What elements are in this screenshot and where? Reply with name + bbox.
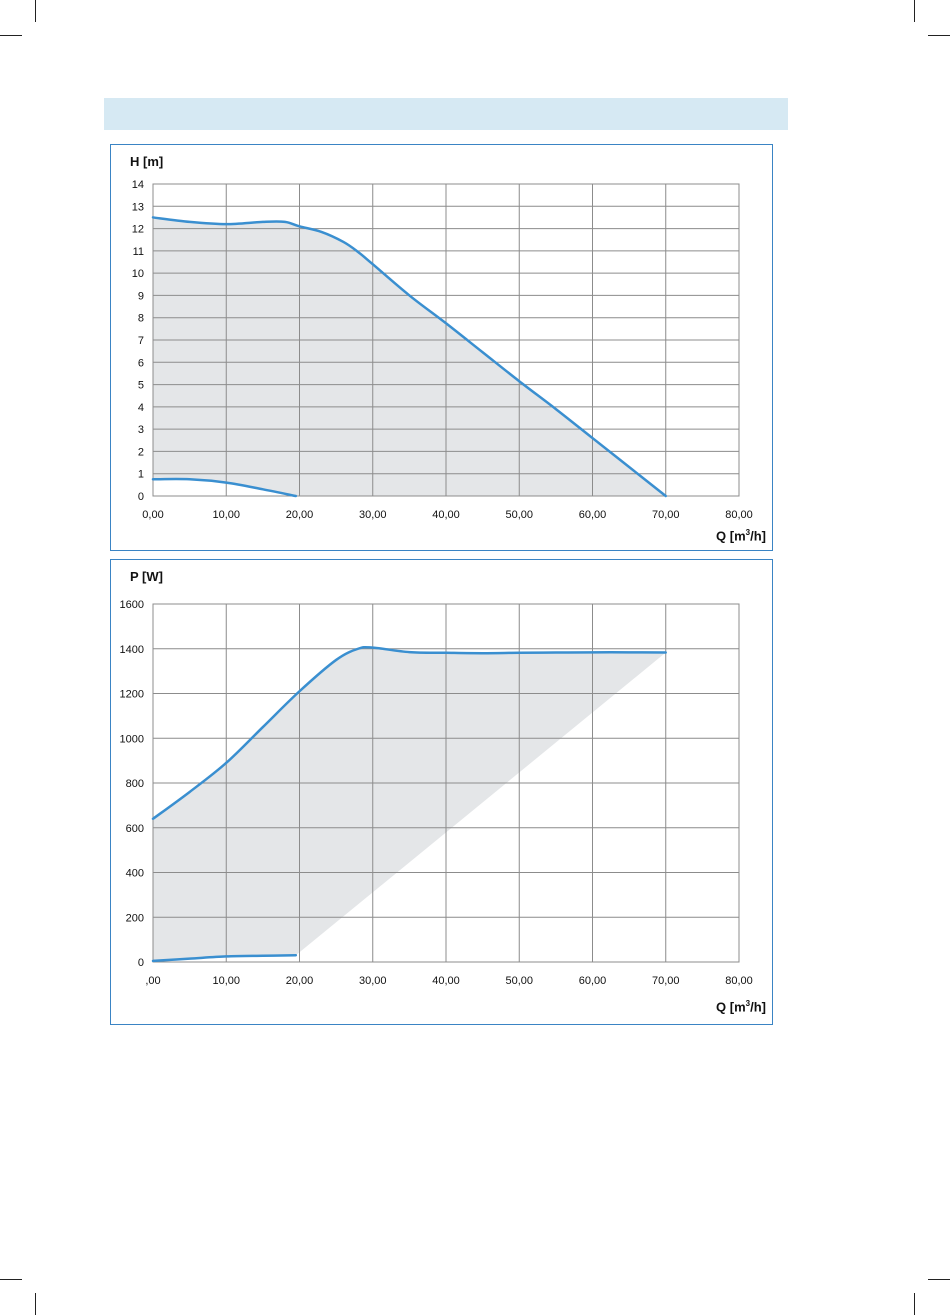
head-y-tick-label: 12	[132, 224, 144, 236]
head-max-curve	[151, 216, 667, 498]
crop-mark	[35, 0, 36, 22]
power-y-axis-label: P [W]	[130, 569, 163, 584]
head-y-tick-label: 1	[138, 469, 144, 481]
power-x-tick-label: 60,00	[579, 975, 607, 987]
power-y-tick-label: 1200	[120, 689, 144, 701]
crop-mark	[0, 35, 22, 36]
power-y-tick-label: 600	[126, 823, 144, 835]
header-band	[104, 98, 788, 130]
power-x-tick-label: 80,00	[725, 975, 753, 987]
power-y-tick-label: 1400	[120, 644, 144, 656]
head-x-tick-label: 60,00	[579, 509, 607, 521]
head-plot-border	[152, 183, 740, 497]
power-x-tick-label: 50,00	[505, 975, 533, 987]
head-y-tick-label: 7	[138, 335, 144, 347]
crop-mark	[914, 1293, 915, 1315]
power-x-tick-label: 10,00	[212, 975, 240, 987]
head-y-tick-label: 0	[138, 491, 144, 503]
power-min-curve	[151, 954, 298, 963]
head-x-tick-label: 40,00	[432, 509, 460, 521]
power-chart-svg: 0 200 400 600 800 1000 1200 1400 1600 ,00 10,00 20,…	[120, 599, 753, 987]
head-y-tick-label: 5	[138, 380, 144, 392]
head-y-tick-label: 13	[132, 201, 144, 213]
head-y-tick-label: 11	[133, 246, 144, 258]
power-x-tick-label: 70,00	[652, 975, 680, 987]
power-x-tick-label: 40,00	[432, 975, 460, 987]
head-y-tick-label: 8	[138, 313, 144, 325]
head-x-tick-label: 80,00	[725, 509, 753, 521]
power-y-tick-label: 800	[126, 778, 144, 790]
head-operating-area	[153, 217, 666, 496]
head-x-tick-label: 70,00	[652, 509, 680, 521]
crop-mark	[928, 1279, 950, 1280]
power-x-axis-label: Q [m3/h]	[716, 999, 766, 1015]
crop-mark	[35, 1293, 36, 1315]
power-plot-border	[152, 603, 740, 963]
crop-mark	[914, 0, 915, 22]
head-y-tick-label: 9	[138, 290, 144, 302]
head-x-tick-label: 10,00	[212, 509, 240, 521]
head-y-tick-label: 2	[138, 446, 144, 458]
head-y-axis-label: H [m]	[130, 154, 164, 169]
head-x-tick-label: 0,00	[142, 509, 163, 521]
head-x-tick-label: 50,00	[505, 509, 533, 521]
power-x-tick-label: ,00	[145, 975, 160, 987]
head-x-tick-label: 20,00	[286, 509, 314, 521]
head-y-tick-label: 6	[138, 357, 144, 369]
power-y-tick-label: 400	[126, 868, 144, 880]
power-y-tick-label: 200	[126, 912, 144, 924]
crop-mark	[928, 35, 950, 36]
head-chart-panel: H [m] 0 1 2 3 4 5 6 7 8 9 10 11 12 13 14 0,00 10,00 20,00…	[110, 144, 773, 551]
power-chart-panel: P [W] 0 200 400 600 800 1000 1200 1400 1600 ,00 10…	[110, 559, 773, 1025]
head-x-axis-label: Q [m3/h]	[716, 528, 766, 544]
head-min-curve	[151, 477, 298, 498]
power-max-curve	[151, 645, 667, 821]
power-operating-area	[153, 647, 666, 961]
head-y-tick-label: 3	[138, 424, 144, 436]
power-y-tick-label: 0	[138, 957, 144, 969]
head-y-tick-label: 14	[132, 179, 144, 191]
head-y-tick-label: 10	[132, 268, 144, 280]
power-x-tick-label: 30,00	[359, 975, 387, 987]
power-y-tick-label: 1600	[120, 599, 144, 611]
power-x-tick-label: 20,00	[286, 975, 314, 987]
head-y-tick-label: 4	[138, 402, 144, 414]
crop-mark	[0, 1279, 22, 1280]
head-x-tick-label: 30,00	[359, 509, 387, 521]
power-y-tick-label: 1000	[120, 733, 144, 745]
